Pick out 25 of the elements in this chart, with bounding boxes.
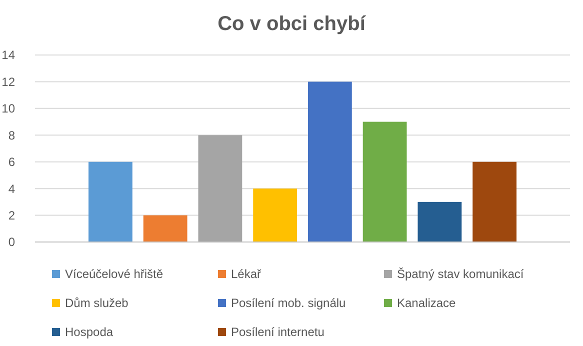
y-tick-label: 2 <box>8 208 16 222</box>
legend-label: Kanalizace <box>397 296 456 310</box>
y-tick-label: 14 <box>2 48 16 62</box>
bar <box>143 215 188 242</box>
legend-label: Víceúčelové hřiště <box>65 267 164 282</box>
y-tick-label: 8 <box>8 128 16 142</box>
bar <box>472 162 516 242</box>
bar <box>198 135 242 242</box>
chart-title: Co v obci chybí <box>218 13 367 35</box>
legend-label: Posílení internetu <box>231 325 324 340</box>
bar <box>418 202 462 242</box>
y-tick-label: 0 <box>8 235 16 250</box>
bar <box>88 162 132 242</box>
bar <box>362 122 407 242</box>
bar <box>253 188 298 242</box>
legend-label: Lékař <box>231 267 262 282</box>
legend-label: Špatný stav komunikací <box>397 267 524 282</box>
bar <box>308 82 352 242</box>
y-tick-label: 6 <box>8 155 16 170</box>
y-tick-label: 12 <box>2 74 16 89</box>
legend-label: Posílení mob. signálu <box>231 296 346 310</box>
y-tick-label: 4 <box>8 182 16 196</box>
legend-label: Dům služeb <box>65 296 129 310</box>
legend-label: Hospoda <box>65 325 114 340</box>
y-tick-label: 10 <box>2 102 16 116</box>
